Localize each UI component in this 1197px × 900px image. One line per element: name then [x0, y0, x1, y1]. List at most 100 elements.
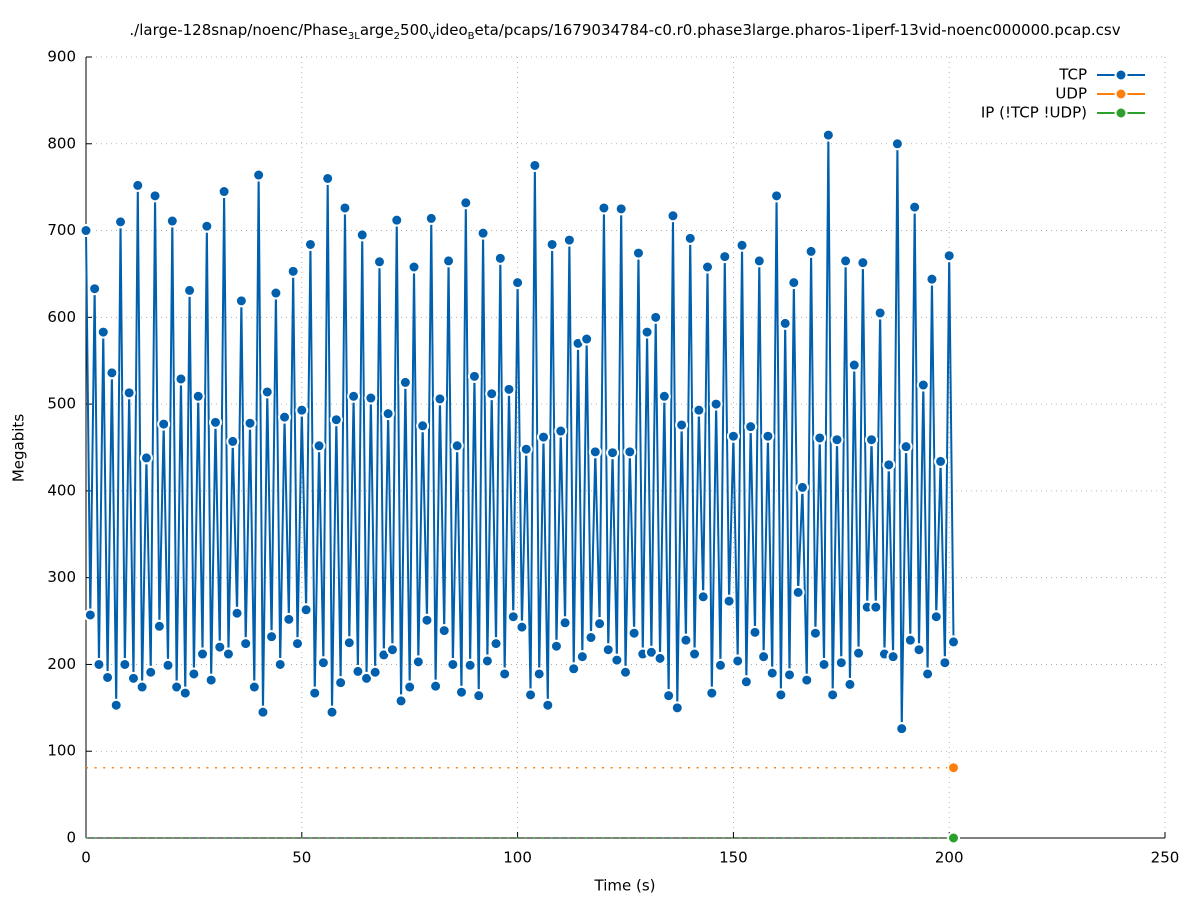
series-point	[420, 613, 434, 627]
series-point	[299, 603, 313, 617]
series-point	[584, 631, 598, 645]
series-point	[640, 325, 654, 339]
series-point	[390, 213, 404, 227]
series-point	[808, 626, 822, 640]
series-point	[122, 386, 136, 400]
series-point	[787, 276, 801, 290]
series-point	[338, 201, 352, 215]
series-point	[649, 310, 663, 324]
series-point	[942, 249, 956, 263]
series-point	[174, 372, 188, 386]
series-point	[869, 600, 883, 614]
title-part: ./large-128snap/noenc/Phase	[129, 21, 347, 39]
legend-label: TCP	[1058, 66, 1087, 84]
series-point	[433, 392, 447, 406]
series-point	[135, 680, 149, 694]
series-point	[385, 643, 399, 657]
series-point	[213, 640, 227, 654]
series-point	[653, 651, 667, 665]
series-point	[92, 657, 106, 671]
series-point	[947, 761, 961, 775]
series-point	[536, 430, 550, 444]
series-point	[351, 664, 365, 678]
series-point	[437, 624, 451, 638]
series-point	[601, 643, 615, 657]
series-point	[101, 670, 115, 684]
series-point	[718, 250, 732, 264]
series-point	[679, 633, 693, 647]
series-point	[234, 294, 248, 308]
series-point	[852, 646, 866, 660]
series-point	[515, 620, 529, 634]
series-point	[165, 214, 179, 228]
series-point	[735, 238, 749, 252]
y-tick-label: 900	[47, 48, 76, 66]
series-point	[96, 325, 110, 339]
legend-label: IP (!TCP !UDP)	[981, 104, 1087, 122]
series-point	[157, 417, 171, 431]
series-point	[118, 657, 132, 671]
y-tick-label: 700	[47, 221, 76, 239]
series-point	[757, 650, 771, 664]
series-point	[770, 189, 784, 203]
series-point	[670, 701, 684, 715]
series-point	[683, 231, 697, 245]
series-point	[791, 585, 805, 599]
series-point	[938, 656, 952, 670]
series-point	[416, 419, 430, 433]
series-point	[282, 612, 296, 626]
series-point	[610, 653, 624, 667]
series-point	[908, 200, 922, 214]
series-point	[549, 639, 563, 653]
series-point	[303, 237, 317, 251]
series-point	[606, 446, 620, 460]
series-point	[260, 385, 274, 399]
series-point	[265, 630, 279, 644]
legend-marker	[1114, 87, 1128, 101]
series-point	[191, 389, 205, 403]
series-point	[364, 391, 378, 405]
series-point	[765, 666, 779, 680]
y-tick-label: 0	[66, 829, 76, 847]
series-point	[217, 185, 231, 199]
series-point	[446, 657, 460, 671]
series-point	[778, 316, 792, 330]
series-point	[873, 306, 887, 320]
series-point	[701, 260, 715, 274]
series-point	[200, 219, 214, 233]
series-point	[459, 196, 473, 210]
series-point	[454, 685, 468, 699]
series-point	[208, 415, 222, 429]
series-point	[675, 418, 689, 432]
chart-title: ./large-128snap/noenc/Phase3Large2500Vid…	[129, 21, 1120, 42]
series-point	[252, 168, 266, 182]
series-point	[709, 397, 723, 411]
series-point	[567, 662, 581, 676]
series-point	[688, 647, 702, 661]
series-point	[480, 654, 494, 668]
series-point	[502, 382, 516, 396]
series-point	[804, 244, 818, 258]
series-point	[713, 658, 727, 672]
series-point	[614, 202, 628, 216]
series-line	[85, 135, 955, 729]
series-point	[731, 654, 745, 668]
title-part: eta/pcaps/1679034784-c0.r0.phase3large.p…	[475, 21, 1121, 39]
series-point	[925, 272, 939, 286]
series-point	[834, 656, 848, 670]
title-part: V	[429, 31, 436, 42]
title-part: 500	[400, 21, 429, 39]
series-point	[890, 137, 904, 151]
series-point	[748, 625, 762, 639]
series-point	[152, 619, 166, 633]
series-point	[657, 389, 671, 403]
series-point	[774, 688, 788, 702]
y-tick-label: 400	[47, 481, 76, 499]
series-point	[398, 375, 412, 389]
y-axis-label: Megabits	[10, 414, 28, 482]
x-tick-label: 100	[503, 849, 532, 867]
series-point	[325, 705, 339, 719]
series-point	[131, 178, 145, 192]
series-point	[334, 676, 348, 690]
series-point	[644, 645, 658, 659]
